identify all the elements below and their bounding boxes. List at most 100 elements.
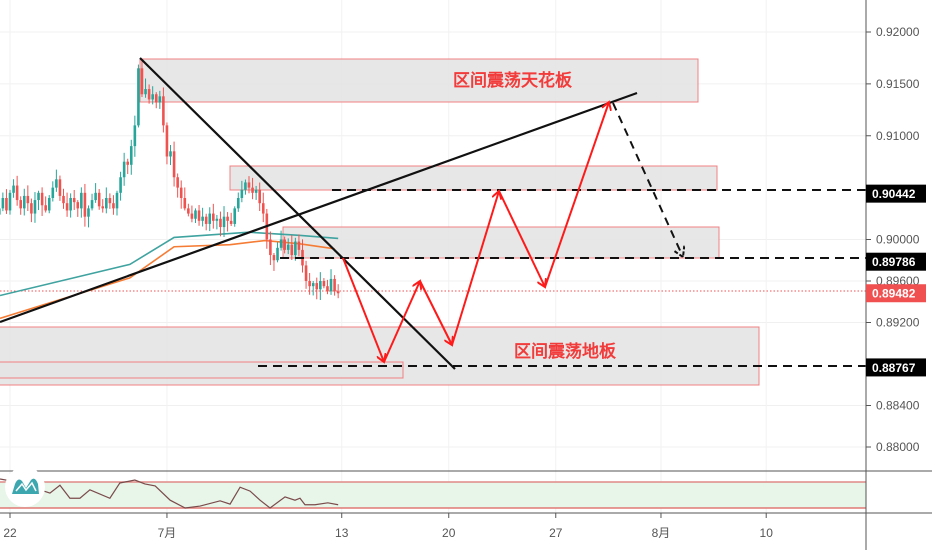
zones (0, 58, 760, 386)
tradingview-logo[interactable] (5, 467, 45, 507)
x-tick-label: 27 (549, 526, 563, 540)
candle-body (112, 203, 115, 209)
candle-body (201, 216, 204, 221)
y-tick-label: 0.88000 (876, 440, 920, 454)
candle-body (197, 210, 201, 221)
forecast-path (342, 102, 609, 362)
y-tick-label: 0.91500 (876, 77, 920, 91)
price-tag-label: 0.89482 (872, 287, 916, 301)
ascending-trendline[interactable] (0, 91, 638, 324)
candle-body (315, 283, 319, 290)
y-tick-label: 0.92000 (876, 25, 920, 39)
x-tick-label: 20 (442, 526, 456, 540)
candle-body (97, 192, 101, 207)
price-tag: 0.88767 (866, 358, 926, 377)
y-tick-label: 0.90000 (876, 233, 920, 247)
candle-body (294, 241, 297, 256)
x-tick-label: 8月 (652, 526, 671, 540)
descending-trendline[interactable] (139, 57, 456, 370)
candle-body (69, 198, 72, 211)
candle-body (137, 68, 140, 126)
candle-body (30, 203, 33, 214)
candle-body (187, 208, 190, 214)
candle-body (258, 189, 261, 204)
candle-body (147, 89, 151, 100)
candle-body (140, 68, 144, 95)
candle-body (122, 161, 126, 178)
price-tags: 0.90442 0.89786 0.89482 0.88767 (866, 184, 926, 377)
candle-body (254, 189, 258, 193)
candle-body (80, 192, 83, 209)
candle-body (108, 198, 112, 204)
price-tag: 0.89482 (866, 284, 926, 303)
candle-body (115, 192, 119, 209)
candle-body (5, 198, 8, 211)
candle-body (1, 198, 5, 209)
oscillator-line (0, 478, 339, 509)
price-tag-label: 0.89786 (872, 255, 916, 269)
price-tag-bg (866, 252, 926, 271)
oscillator-band (0, 482, 866, 508)
y-tick-label: 0.91000 (876, 129, 920, 143)
candle-body (326, 286, 329, 292)
candle-body (12, 185, 15, 193)
candle-body (90, 200, 94, 209)
ceiling-label: 区间震荡天花板 (453, 70, 573, 91)
price-axis[interactable]: 0.920000.915000.910000.900000.896000.892… (866, 25, 920, 454)
candle-body (290, 244, 294, 256)
candle-body (65, 203, 69, 211)
candle-body (226, 216, 229, 221)
candle-body (269, 239, 272, 256)
candle-body (172, 151, 176, 178)
candle-body (133, 125, 137, 147)
candle-body (297, 241, 301, 250)
candle-body (272, 255, 276, 261)
price-tag: 0.89786 (866, 252, 926, 271)
candle-body (0, 208, 1, 215)
candle-body (261, 203, 265, 214)
candle-body (204, 216, 208, 224)
candle-body (165, 125, 169, 157)
candle-body (51, 187, 55, 198)
x-tick-label: 7月 (158, 526, 177, 540)
candle-body (251, 187, 254, 193)
candle-body (151, 94, 154, 100)
candle-body (212, 213, 215, 221)
candle-body (37, 192, 40, 201)
candle-body (322, 281, 326, 287)
candle-body (101, 206, 105, 209)
candle-body (336, 291, 340, 294)
candle-body (229, 220, 233, 224)
candle-body (47, 198, 51, 211)
resistance-zone (229, 165, 718, 191)
candle-body (279, 239, 283, 248)
candles (0, 61, 340, 300)
candle-body (40, 192, 44, 206)
floor-label: 区间震荡地板 (514, 341, 617, 362)
candle-body (304, 265, 308, 281)
x-tick-label: 13 (335, 526, 349, 540)
candle-body (208, 213, 212, 224)
candle-body (183, 198, 187, 209)
candle-body (58, 179, 62, 196)
candle-body (87, 208, 90, 217)
y-tick-label: 0.89200 (876, 316, 920, 330)
price-tag-label: 0.88767 (872, 361, 916, 375)
candle-body (76, 202, 80, 209)
floor-inner-zone (0, 361, 404, 379)
price-tag: 0.90442 (866, 184, 926, 203)
candle-body (22, 195, 26, 209)
candle-body (154, 94, 158, 103)
moving-average-line (0, 231, 339, 297)
ceiling-zone (139, 58, 699, 103)
candle-body (144, 89, 147, 95)
y-tick-label: 0.88400 (876, 399, 920, 413)
candle-body (219, 218, 222, 228)
candle-body (126, 161, 130, 165)
forecast-dashed-arrow (612, 102, 683, 257)
time-axis[interactable]: 22 7月 13 20 27 8月 10 (3, 513, 773, 540)
candle-body (233, 208, 237, 224)
candle-body (236, 198, 240, 209)
candle-body (94, 192, 97, 201)
